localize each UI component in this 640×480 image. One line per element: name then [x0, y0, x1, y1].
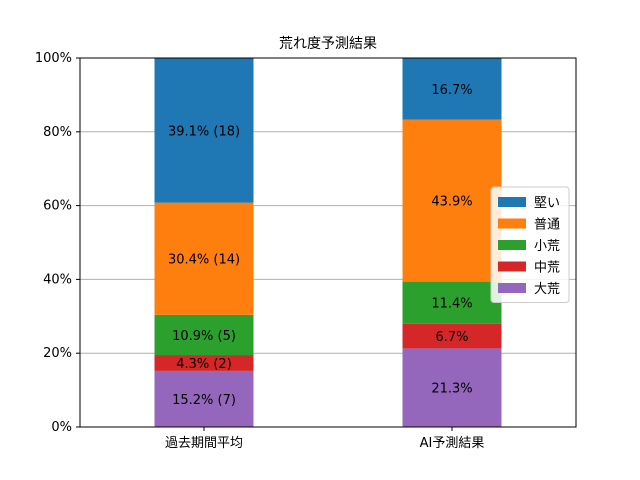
bar-segment [154, 370, 254, 427]
data-label: 4.3% (2) [176, 357, 232, 372]
bar-segment [402, 348, 502, 427]
legend-label: 普通 [534, 218, 560, 233]
bar-segment [402, 58, 502, 120]
y-tick-label: 20% [43, 346, 72, 361]
y-tick-label: 100% [35, 51, 72, 66]
data-label: 15.2% (7) [172, 393, 236, 408]
y-tick-label: 60% [43, 199, 72, 214]
bar-segment [154, 202, 254, 315]
legend-swatch [498, 218, 526, 229]
legend-swatch [498, 283, 526, 293]
bar-segment [154, 58, 254, 203]
axes: 0% 20% 40% 60% 80% 100% 過去期間平均 AI予測結果 [35, 51, 485, 451]
bars: 15.2% (7) 4.3% (2) 10.9% (5) 30.4% (14) 39.1… [154, 58, 502, 427]
data-label: 30.4% (14) [168, 253, 240, 268]
data-label: 21.3% [431, 382, 472, 397]
plot-frame [79, 57, 577, 428]
legend-label: 大荒 [534, 282, 560, 297]
legend-label: 中荒 [534, 261, 560, 276]
x-tick-label: AI予測結果 [420, 436, 485, 451]
legend-swatch [498, 197, 526, 207]
y-tick-label: 40% [43, 272, 72, 287]
legend-swatch [498, 240, 526, 250]
bar-segment [402, 281, 502, 324]
data-label: 39.1% (18) [168, 125, 240, 140]
legend-label: 小荒 [534, 239, 560, 254]
data-label: 43.9% [431, 195, 472, 210]
legend-swatch [498, 261, 526, 272]
legend-box [490, 186, 570, 303]
chart-title: 荒れ度予測結果 [279, 36, 377, 52]
bar-segment [402, 323, 502, 349]
x-tick-label: 過去期間平均 [165, 436, 243, 451]
bar-segment [402, 119, 502, 282]
bar-segment [154, 314, 254, 356]
data-label: 16.7% [431, 83, 472, 98]
data-label: 10.9% (5) [172, 329, 236, 344]
data-label: 11.4% [431, 297, 472, 312]
legend-label: 堅い [534, 196, 560, 211]
data-label: 6.7% [435, 330, 468, 345]
y-tick-label: 0% [51, 420, 72, 435]
y-tick-label: 80% [43, 125, 72, 140]
bar-segment [154, 355, 254, 371]
